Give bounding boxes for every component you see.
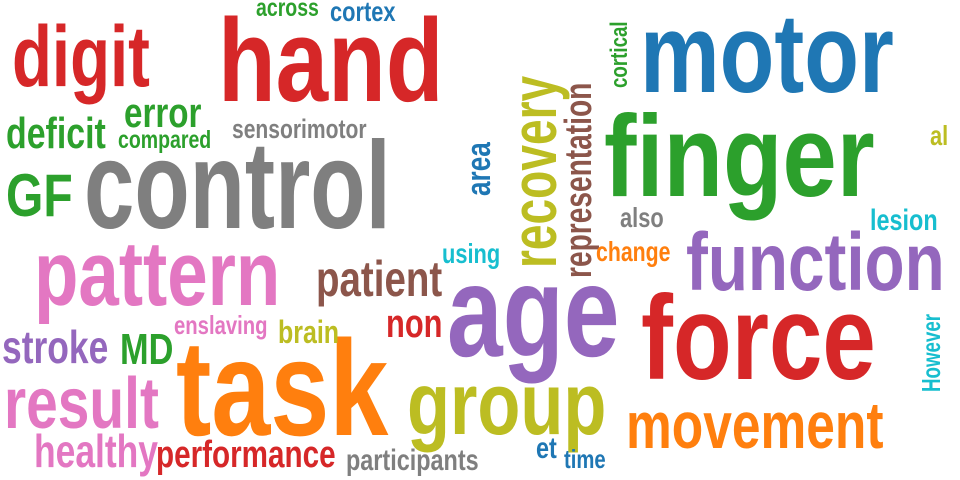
word-However: However: [916, 313, 946, 392]
word-area: area: [460, 142, 498, 196]
word-non: non: [386, 302, 443, 346]
word-lesion: lesion: [870, 204, 938, 237]
word-task: task: [176, 312, 389, 464]
word-cortical: cortical: [606, 21, 633, 89]
word-enslaving: enslaving: [174, 310, 268, 340]
word-change: change: [596, 236, 671, 267]
word-also: also: [620, 202, 664, 233]
word-age: age: [447, 238, 620, 384]
word-result: result: [4, 364, 159, 444]
word-MD: MD: [120, 325, 174, 374]
word-sensorimotor: sensorimotor: [232, 114, 367, 144]
word-force: force: [641, 271, 876, 405]
word-al: al: [930, 120, 949, 151]
word-deficit: deficit: [6, 109, 106, 158]
word-GF: GF: [6, 162, 73, 229]
word-motor: motor: [640, 0, 894, 116]
word-hand: hand: [218, 0, 444, 127]
word-digit: digit: [12, 9, 150, 105]
word-stroke: stroke: [2, 321, 109, 373]
word-healthy: healthy: [34, 425, 159, 477]
word-representation: representation: [558, 82, 600, 279]
word-recovery: recovery: [498, 75, 570, 268]
word-patient: patient: [316, 251, 443, 307]
word-brain: brain: [278, 314, 340, 350]
word-participants: participants: [346, 444, 479, 477]
word-performance: performance: [156, 434, 336, 476]
word-across: across: [256, 0, 319, 22]
word-time: time: [564, 444, 606, 474]
word-error: error: [124, 89, 202, 136]
word-pattern: pattern: [34, 223, 281, 325]
word-control: control: [84, 117, 391, 255]
word-et: et: [536, 432, 557, 465]
word-group: group: [407, 354, 607, 453]
word-finger: finger: [604, 91, 875, 221]
word-cortex: cortex: [330, 0, 396, 27]
word-movement: movement: [626, 388, 884, 462]
word-using: using: [442, 238, 501, 269]
word-compared: compared: [118, 126, 212, 154]
word-function: function: [686, 217, 945, 308]
